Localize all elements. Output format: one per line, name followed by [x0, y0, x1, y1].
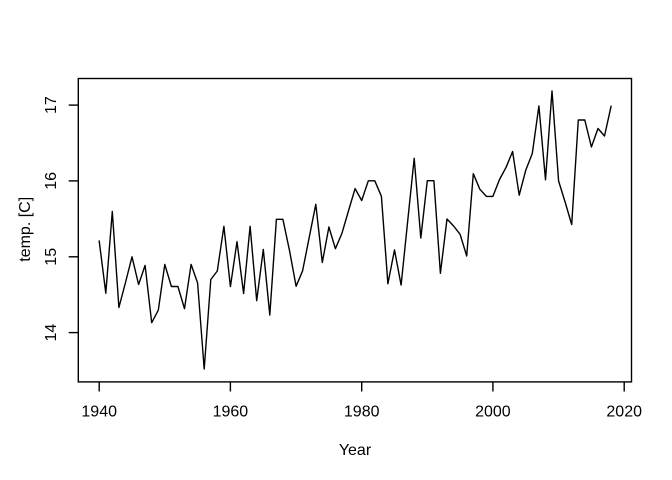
svg-text:16: 16: [43, 172, 60, 190]
svg-text:15: 15: [43, 248, 60, 266]
svg-text:17: 17: [43, 96, 60, 114]
svg-text:2000: 2000: [475, 404, 511, 421]
svg-text:Year: Year: [339, 442, 372, 459]
svg-text:1960: 1960: [213, 404, 249, 421]
svg-text:2020: 2020: [606, 404, 642, 421]
svg-text:14: 14: [43, 324, 60, 342]
svg-text:1940: 1940: [81, 404, 117, 421]
svg-text:1980: 1980: [344, 404, 380, 421]
svg-text:temp. [C]: temp. [C]: [17, 197, 34, 262]
